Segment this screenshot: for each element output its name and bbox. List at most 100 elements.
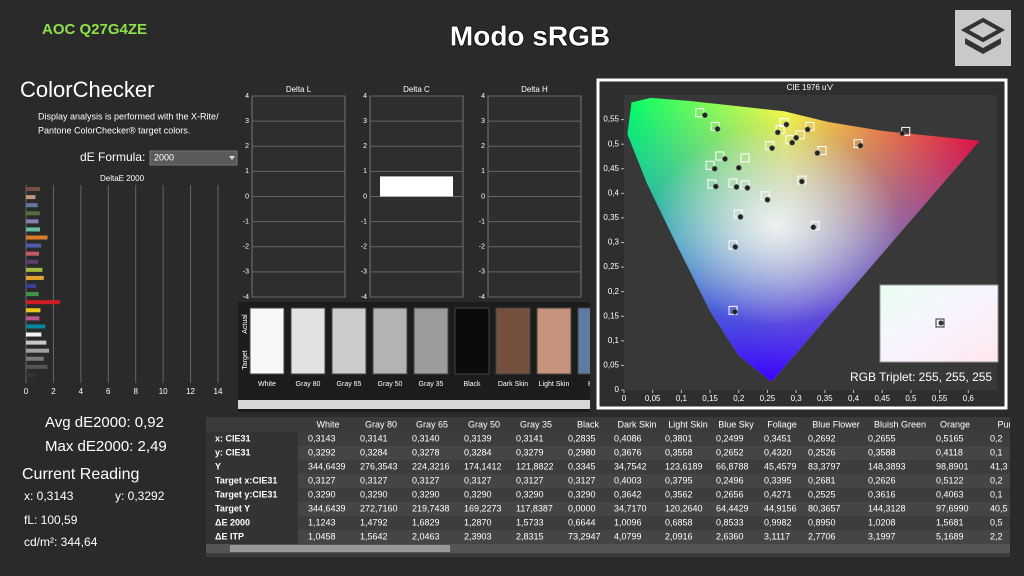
table-cell: 2,3903 bbox=[464, 531, 492, 541]
column-header: Black bbox=[577, 419, 600, 429]
y-tick-label: 0,15 bbox=[603, 311, 619, 320]
column-header: Gray 65 bbox=[416, 419, 448, 429]
x-tick-label: 0,25 bbox=[760, 394, 776, 403]
swatch-label: White bbox=[258, 381, 276, 388]
y-tick-label: -2 bbox=[479, 244, 485, 251]
table-cell: 0,3290 bbox=[308, 489, 336, 499]
x-tick-label: 12 bbox=[186, 387, 195, 396]
table-cell: 0,2980 bbox=[568, 447, 596, 457]
bar bbox=[26, 348, 50, 353]
y-tick-label: 0,3 bbox=[608, 238, 620, 247]
table-cell: 117,8387 bbox=[516, 503, 553, 513]
column-header: Purp bbox=[997, 419, 1016, 429]
table-cell: 344,6439 bbox=[308, 461, 346, 471]
measured-point bbox=[731, 308, 738, 315]
bar bbox=[26, 292, 39, 297]
measured-point bbox=[814, 150, 821, 156]
y-tick-label: -3 bbox=[479, 269, 485, 276]
chart-title: Delta H bbox=[521, 85, 548, 94]
table-scrollbar[interactable] bbox=[206, 544, 1010, 553]
table-cell: 0,3143 bbox=[308, 433, 336, 443]
table-cell: 0,3801 bbox=[665, 433, 693, 443]
row-label: Actual bbox=[242, 314, 249, 334]
table-cell: 0,8533 bbox=[716, 517, 744, 527]
table-cell: 0,5 bbox=[990, 517, 1003, 527]
x-tick-label: 0,55 bbox=[932, 394, 948, 403]
row-header: Target y:CIE31 bbox=[215, 489, 277, 499]
x-tick-label: 8 bbox=[133, 387, 138, 396]
y-tick-label: 2 bbox=[481, 143, 485, 150]
swatch bbox=[536, 307, 572, 375]
x-tick-label: 0,1 bbox=[676, 394, 688, 403]
table-cell: 0,9982 bbox=[764, 517, 792, 527]
chart-title: Delta L bbox=[286, 85, 312, 94]
row-header-bg bbox=[206, 432, 298, 446]
swatch bbox=[331, 307, 367, 375]
table-row bbox=[206, 516, 1010, 530]
y-tick-label: -3 bbox=[361, 269, 367, 276]
swatch-label: Gray 80 bbox=[296, 381, 321, 388]
table-cell: 0,2499 bbox=[716, 433, 744, 443]
x-tick-label: 0,5 bbox=[905, 394, 917, 403]
y-tick-label: 0,35 bbox=[603, 213, 619, 222]
table-cell: 0,1 bbox=[990, 489, 1003, 499]
table-cell: 0,3290 bbox=[360, 489, 388, 499]
table-cell: 2,8315 bbox=[516, 531, 544, 541]
table-cell: 0,3284 bbox=[360, 447, 388, 457]
measured-point bbox=[737, 214, 744, 220]
bar bbox=[26, 187, 40, 192]
row-header: x: CIE31 bbox=[215, 433, 251, 443]
bar bbox=[26, 251, 40, 256]
y-tick-label: 3 bbox=[481, 118, 485, 125]
swatch bbox=[290, 307, 326, 375]
table-cell: 0,8950 bbox=[808, 517, 836, 527]
y-tick-label: 0,2 bbox=[608, 287, 620, 296]
cie-title: CIE 1976 u'v' bbox=[786, 83, 834, 92]
table-row bbox=[206, 432, 1010, 446]
table-cell: 0,3676 bbox=[614, 447, 642, 457]
bar bbox=[26, 259, 39, 264]
swatch bbox=[454, 307, 490, 375]
table-cell: 0,3292 bbox=[308, 447, 336, 457]
y-tick-label: 0,05 bbox=[603, 361, 619, 370]
table-cell: 83,3797 bbox=[808, 461, 841, 471]
swatch-label: Black bbox=[463, 381, 481, 388]
bar bbox=[26, 324, 46, 329]
table-cell: 0,3127 bbox=[412, 475, 440, 485]
table-scroll-thumb[interactable] bbox=[230, 545, 450, 552]
table-cell: 98,8901 bbox=[936, 461, 969, 471]
x-tick-label: 10 bbox=[159, 387, 168, 396]
scrollbar[interactable] bbox=[238, 400, 590, 409]
table-row bbox=[206, 474, 1010, 488]
swatch-label: Gray 50 bbox=[378, 381, 403, 388]
dropdown[interactable] bbox=[149, 150, 238, 166]
formula-value[interactable]: 2000 bbox=[154, 152, 174, 162]
column-header: Gray 80 bbox=[365, 419, 397, 429]
table-cell: 5,1689 bbox=[936, 531, 964, 541]
y-tick-label: 0 bbox=[615, 385, 620, 394]
swatch bbox=[413, 307, 449, 375]
table-cell: 0,2626 bbox=[868, 475, 896, 485]
table-cell: 148,3893 bbox=[868, 461, 906, 471]
measured-point bbox=[857, 142, 864, 149]
y-tick-label: 4 bbox=[481, 93, 485, 100]
table-cell: 0,3562 bbox=[665, 489, 693, 499]
table-cell: 0,3141 bbox=[360, 433, 388, 443]
bar bbox=[26, 203, 38, 208]
table-cell: 174,1412 bbox=[464, 461, 502, 471]
y-tick-label: 0 bbox=[481, 193, 485, 200]
swatch bbox=[577, 307, 590, 375]
x-tick-label: 2 bbox=[51, 387, 56, 396]
table-cell: 0,2 bbox=[990, 475, 1003, 485]
table-row bbox=[206, 446, 1010, 460]
luminance-fl: fL: 100,59 bbox=[24, 513, 78, 527]
table-cell: 0,3642 bbox=[614, 489, 642, 499]
x-tick-label: 0,05 bbox=[645, 394, 661, 403]
y-tick-label: 4 bbox=[245, 93, 249, 100]
bar bbox=[26, 267, 43, 272]
table-cell: 0,3140 bbox=[412, 433, 440, 443]
table-cell: 0,6644 bbox=[568, 517, 596, 527]
column-header: Blue Sky bbox=[718, 419, 754, 429]
y-tick-label: 0,25 bbox=[603, 262, 619, 271]
